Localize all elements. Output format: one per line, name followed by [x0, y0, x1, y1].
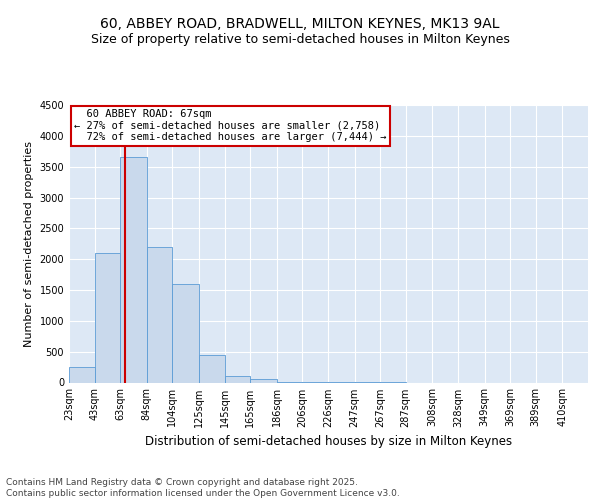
Bar [147, 247, 172, 382]
Bar [250, 379, 277, 382]
Bar [120, 158, 147, 382]
Bar [172, 284, 199, 382]
Text: Size of property relative to semi-detached houses in Milton Keynes: Size of property relative to semi-detach… [91, 32, 509, 46]
Text: 60 ABBEY ROAD: 67sqm
← 27% of semi-detached houses are smaller (2,758)
  72% of : 60 ABBEY ROAD: 67sqm ← 27% of semi-detac… [74, 109, 386, 142]
Bar [199, 355, 224, 382]
X-axis label: Distribution of semi-detached houses by size in Milton Keynes: Distribution of semi-detached houses by … [145, 435, 512, 448]
Text: Contains HM Land Registry data © Crown copyright and database right 2025.
Contai: Contains HM Land Registry data © Crown c… [6, 478, 400, 498]
Bar [69, 367, 95, 382]
Bar [224, 376, 250, 382]
Y-axis label: Number of semi-detached properties: Number of semi-detached properties [24, 141, 34, 347]
Text: 60, ABBEY ROAD, BRADWELL, MILTON KEYNES, MK13 9AL: 60, ABBEY ROAD, BRADWELL, MILTON KEYNES,… [100, 18, 500, 32]
Bar [95, 253, 120, 382]
